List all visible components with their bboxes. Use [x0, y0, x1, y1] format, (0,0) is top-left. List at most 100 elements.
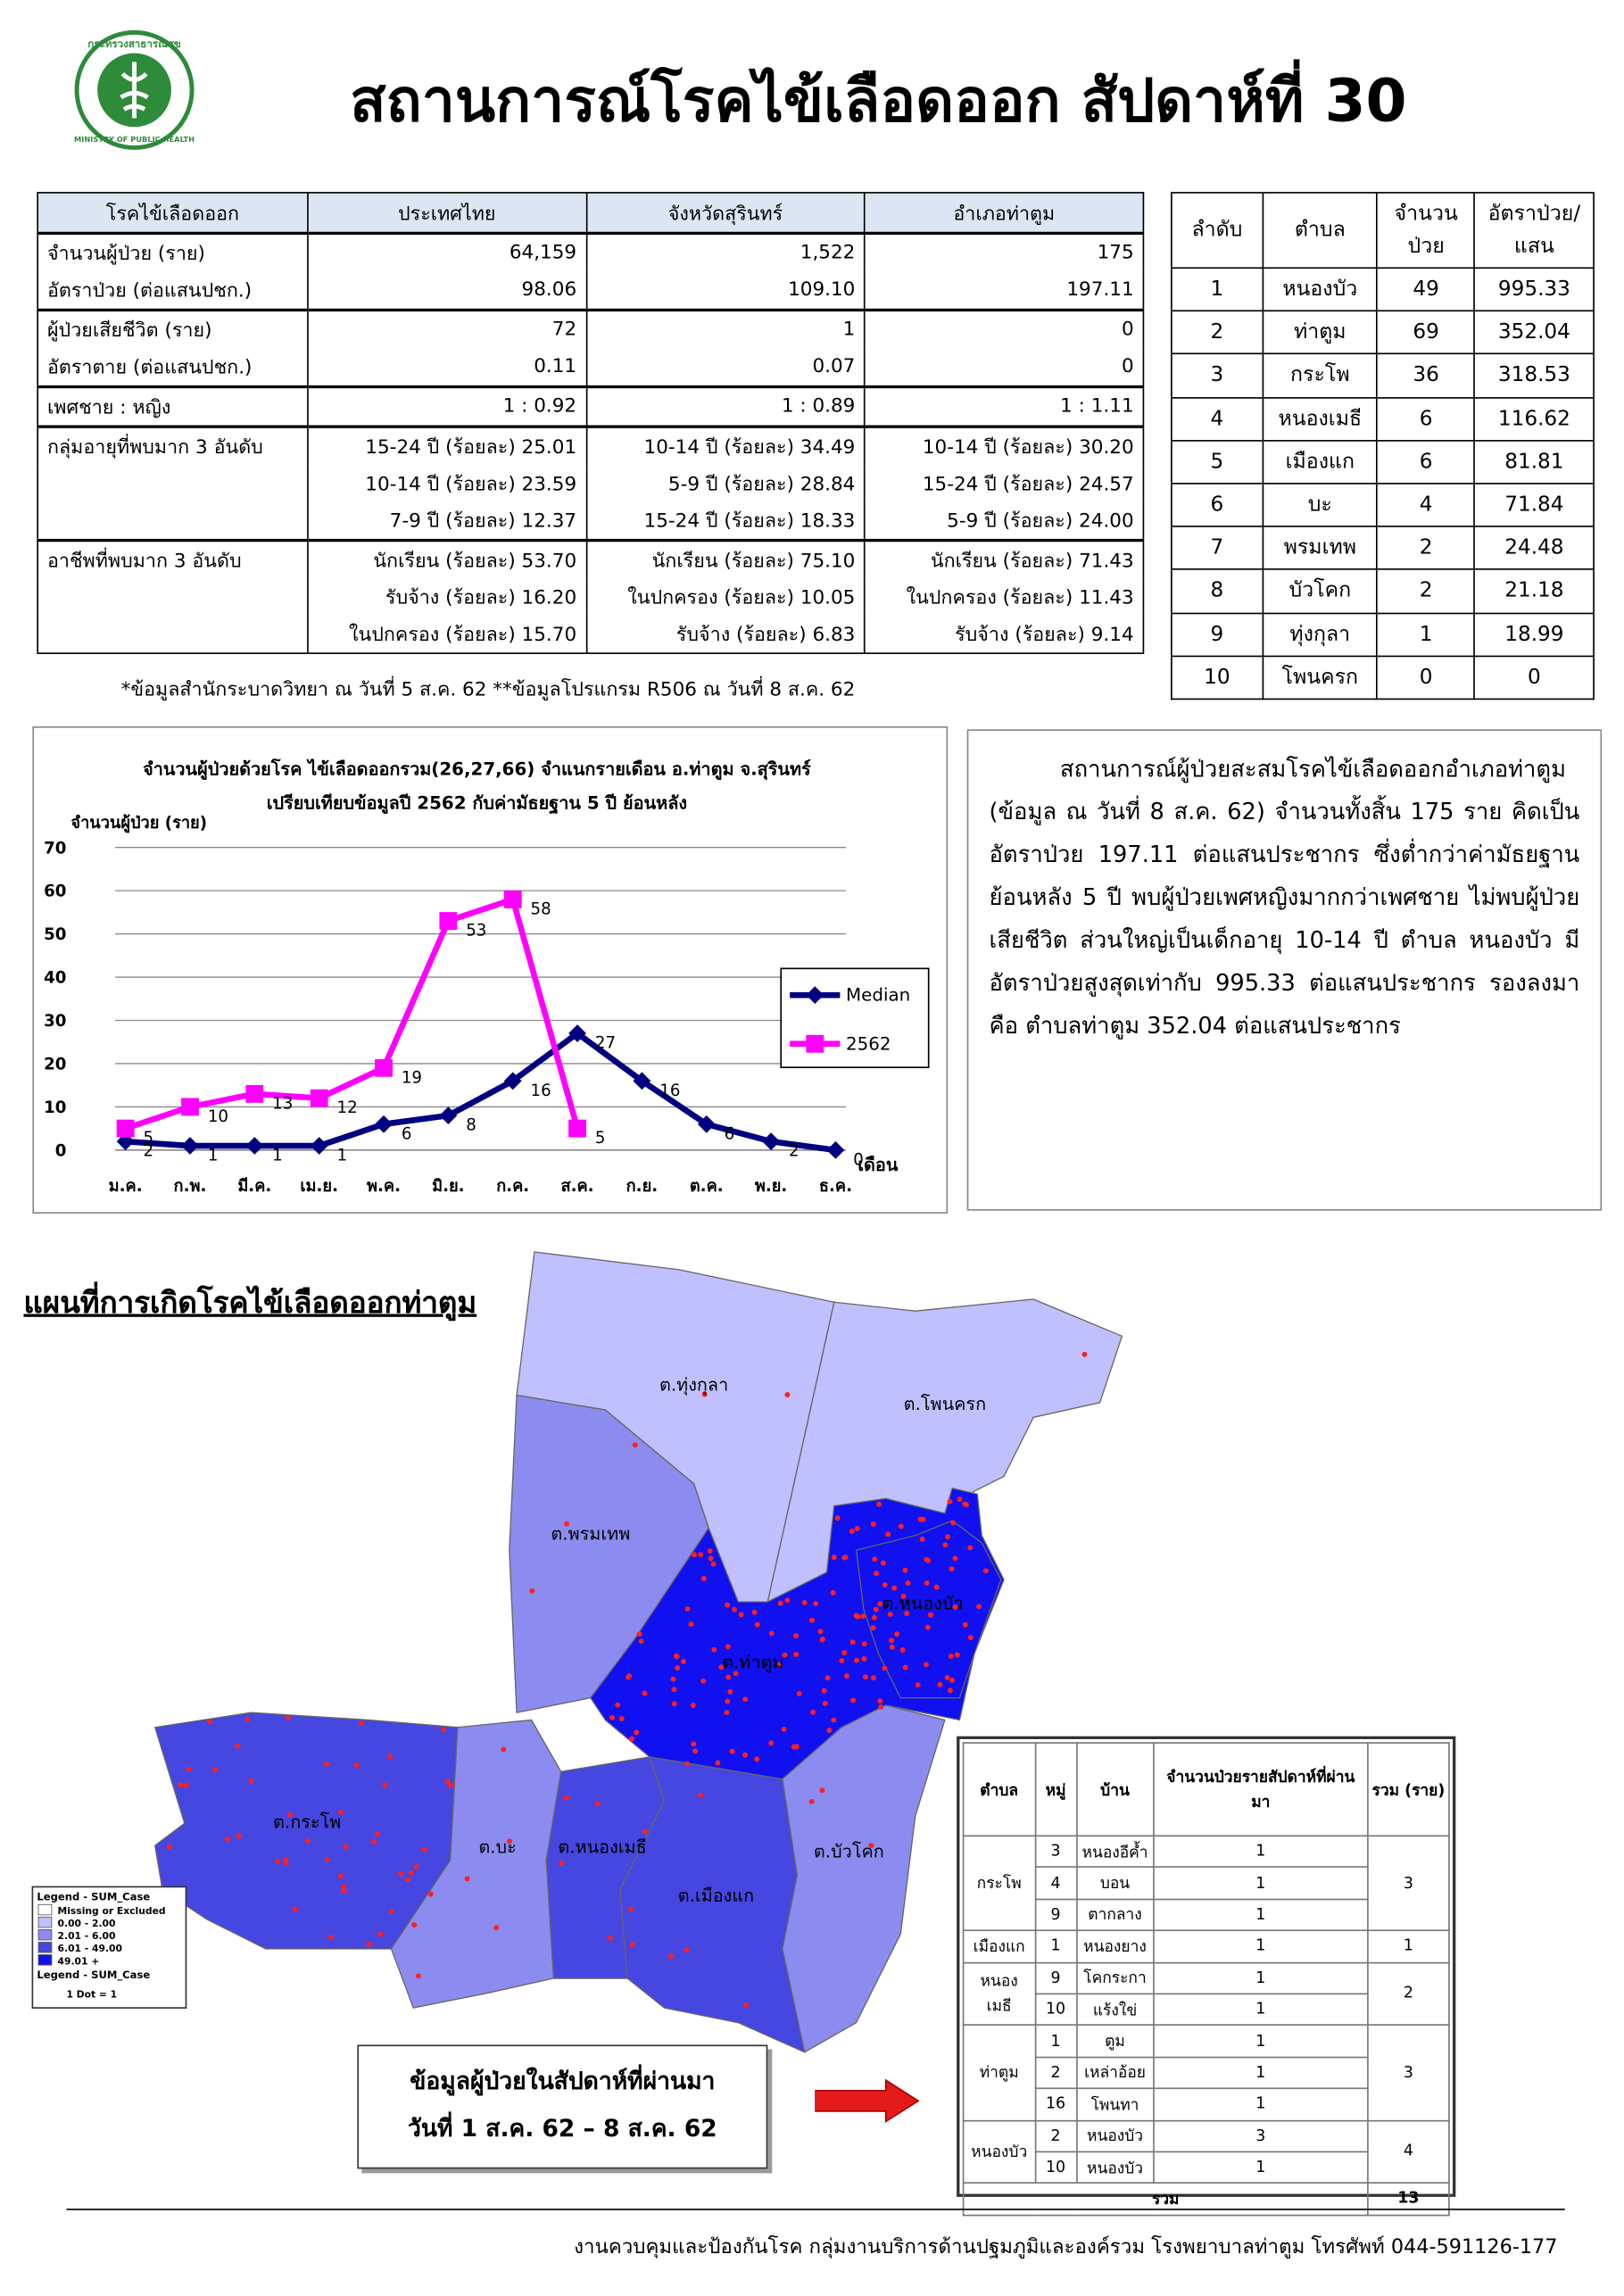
case-dot — [304, 1838, 311, 1844]
tambon-area — [782, 1704, 946, 2053]
cell: 0.11 — [306, 348, 587, 387]
case-dot — [325, 1856, 331, 1862]
case-dot — [754, 1621, 760, 1628]
row-label: เพศชาย : หญิง — [37, 385, 309, 427]
y-tick-label: 30 — [44, 1012, 66, 1031]
note-box: ข้อมูลผู้ป่วยในสัปดาห์ที่ผ่านมา วันที่ 1… — [357, 2044, 768, 2169]
header-cell: โรคไข้เลือดออก — [37, 192, 309, 235]
row: อัตราตาย (ต่อแสนปชก.) 0.11 0.07 0 — [37, 348, 1145, 387]
cell: 4 — [1033, 1866, 1078, 1900]
case-dot — [727, 1688, 733, 1695]
data-label: 16 — [659, 1082, 680, 1100]
cell: 1 — [1152, 1835, 1369, 1869]
row: 9 ทุ่งกุลา 1 18.99 — [1171, 611, 1595, 657]
row: 10-14 ปี (ร้อยละ) 23.59 5-9 ปี (ร้อยละ) 2… — [37, 465, 1145, 502]
cell: 5 — [1171, 439, 1264, 485]
marker — [503, 890, 522, 908]
case-dot — [923, 1662, 929, 1668]
case-dot — [861, 1655, 867, 1662]
case-dot — [862, 1674, 868, 1680]
header-line: อัตราป่วย/ — [1487, 202, 1581, 227]
marker — [375, 1058, 393, 1077]
case-dot — [374, 1831, 380, 1837]
row: ท่าตูม 1 ตูม 1 3 — [962, 2024, 1450, 2121]
case-dot — [784, 1597, 791, 1604]
cell: 1 — [1152, 1866, 1369, 1900]
data-label: 10 — [208, 1107, 228, 1126]
marker — [181, 1098, 199, 1116]
tambon-label: ต.บัวโคก — [814, 1841, 884, 1861]
case-dot — [751, 1609, 758, 1615]
row: เพศชาย : หญิง 1 : 0.92 1 : 0.89 1 : 1.11 — [37, 385, 1145, 427]
case-dot — [944, 1675, 950, 1680]
data-label: 5 — [595, 1129, 606, 1148]
case-dot — [861, 1641, 867, 1647]
case-dot — [698, 1552, 704, 1558]
y-tick-label: 60 — [44, 883, 66, 901]
cell: 1 — [1152, 2151, 1369, 2184]
row-label: จำนวนผู้ป่วย (ราย) — [37, 231, 309, 272]
header-line: ตำบล — [1294, 218, 1346, 243]
cell: 3 — [1152, 2119, 1369, 2153]
row: รับจ้าง (ร้อยละ) 16.20 ในปกครอง (ร้อยละ) … — [37, 578, 1145, 616]
data-label: 1 — [208, 1147, 219, 1165]
tambon-cell: กระโพ — [962, 1835, 1036, 1932]
map-legend-label: 0.00 - 2.00 — [58, 1918, 116, 1929]
case-dot — [742, 2002, 749, 2009]
case-dot — [328, 1935, 334, 1940]
row: ผู้ป่วยเสียชีวิต (ราย) 72 1 0 — [37, 308, 1145, 349]
case-dot — [768, 1740, 775, 1746]
row: อัตราป่วย (ต่อแสนปชก.) 98.06 109.10 197.11 — [37, 271, 1145, 311]
case-dot — [937, 1681, 943, 1687]
cell: 15-24 ปี (ร้อยละ) 24.57 — [864, 465, 1145, 502]
row: 2 ท่าตูม 69 352.04 — [1171, 310, 1595, 355]
chart-frame: จำนวนผู้ป่วยด้วยโรค ไข้เลือดออกรวม(26,27… — [32, 726, 949, 1214]
tambon-line: เมธี — [986, 1998, 1012, 2017]
weekly-table: ตำบล หมู่ บ้าน จำนวนป่วยรายสัปดาห์ที่ผ่านมา… — [962, 1742, 1450, 2216]
cell: นักเรียน (ร้อยละ) 75.10 — [585, 538, 866, 579]
cell: 1 — [1152, 1993, 1369, 2027]
case-dot — [628, 1736, 634, 1742]
map-legend-swatch — [37, 1903, 53, 1916]
case-dot — [287, 1811, 294, 1818]
weekly-frame: ตำบล หมู่ บ้าน จำนวนป่วยรายสัปดาห์ที่ผ่านมา… — [957, 1736, 1456, 2216]
case-dot — [962, 1501, 968, 1507]
case-dot — [283, 1857, 289, 1863]
header-row: ตำบล หมู่ บ้าน จำนวนป่วยรายสัปดาห์ที่ผ่านมา… — [962, 1742, 1450, 1837]
case-dot — [405, 1877, 411, 1883]
marker — [568, 1119, 586, 1138]
cell: 2 — [1033, 2056, 1078, 2090]
case-dot — [853, 1612, 859, 1619]
case-dot — [962, 1621, 968, 1628]
case-dot — [711, 1646, 717, 1653]
marker — [503, 1072, 522, 1090]
row-label: ผู้ป่วยเสียชีวิต (ราย) — [37, 308, 309, 349]
x-tick-label: ก.พ. — [174, 1177, 207, 1196]
legend-label: Median — [846, 985, 910, 1006]
tambon-cell: หนอง เมธี — [962, 1961, 1036, 2027]
case-dot — [681, 1658, 686, 1664]
x-tick-label: ก.ย. — [626, 1177, 659, 1196]
header-cell: จังหวัดสุรินทร์ — [585, 192, 866, 235]
legend-label: 2562 — [846, 1033, 891, 1054]
cell: ตากลาง — [1075, 1898, 1155, 1932]
cell: 1,522 — [585, 231, 866, 272]
case-dot — [724, 1602, 730, 1608]
case-dot — [801, 1600, 808, 1605]
cell: 6 — [1376, 439, 1476, 485]
case-dot — [444, 1778, 451, 1785]
cell: 18.99 — [1473, 611, 1595, 657]
case-dot — [898, 1523, 904, 1529]
chart-title: จำนวนผู้ป่วยด้วยโรค ไข้เลือดออกรวม(26,27… — [143, 758, 811, 782]
cell: 4 — [1376, 482, 1476, 527]
header-line: ลำดับ — [1191, 218, 1243, 243]
data-label: 1 — [337, 1147, 348, 1165]
case-dot — [671, 1687, 677, 1693]
map-legend-swatch — [37, 1916, 53, 1928]
chart: จำนวนผู้ป่วยด้วยโรค ไข้เลือดออกรวม(26,27… — [44, 758, 930, 1196]
case-dot — [341, 1884, 347, 1890]
cell: 9 — [1171, 611, 1264, 657]
marker — [116, 1119, 135, 1138]
cell: 1 — [585, 308, 866, 349]
data-label: 19 — [402, 1068, 422, 1087]
